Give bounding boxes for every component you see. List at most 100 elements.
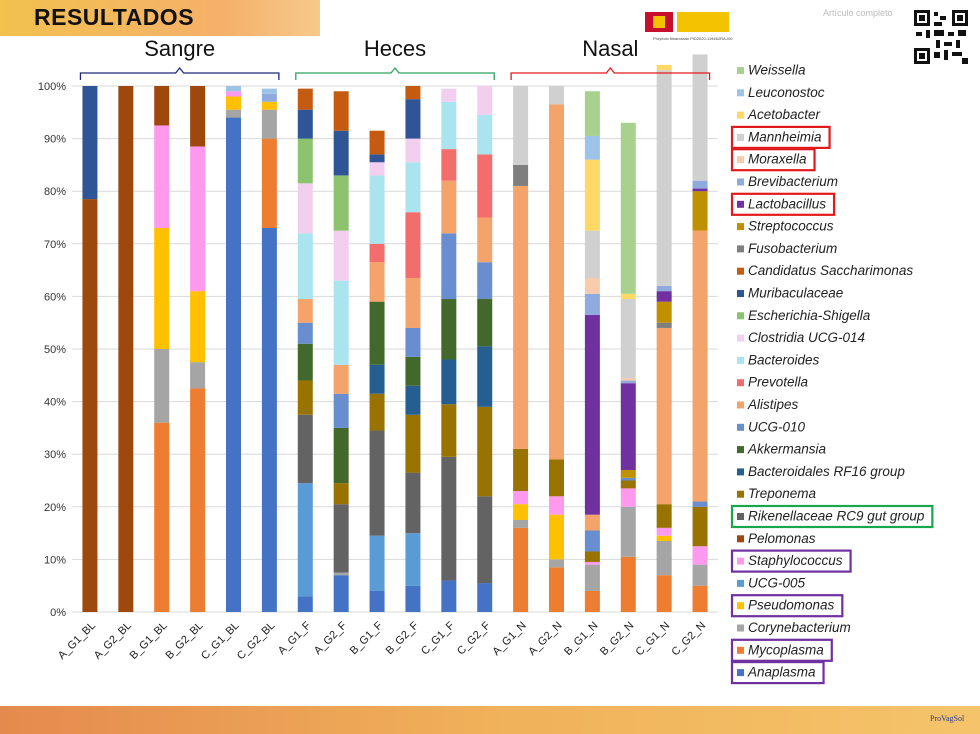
bar-segment — [297, 343, 313, 381]
bar-segment — [154, 422, 170, 612]
legend-label: Staphylococcus — [748, 553, 843, 568]
bar-segment — [369, 262, 385, 302]
legend-label: Rikenellaceae RC9 gut group — [748, 509, 925, 524]
legend-highlight-box — [730, 660, 825, 685]
legend-label: Corynebacterium — [748, 620, 851, 635]
legend-swatch — [737, 111, 744, 119]
bar-segment — [692, 506, 708, 547]
legend-swatch — [737, 267, 744, 275]
legend-swatch — [737, 89, 744, 97]
bar-segment — [584, 530, 600, 552]
bar-segment — [620, 469, 636, 478]
bar-segment — [333, 427, 349, 484]
bar-segment — [82, 86, 98, 200]
group-label: Nasal — [582, 36, 638, 61]
bar-segment — [154, 125, 170, 229]
bar-segment — [584, 293, 600, 315]
legend-swatch — [737, 290, 744, 297]
title-bar: RESULTADOS — [0, 0, 320, 36]
bar-segment — [297, 183, 313, 234]
x-tick-label: C_G1_F — [419, 619, 457, 657]
legend-swatch — [737, 446, 744, 454]
y-tick-label: 30% — [44, 449, 66, 461]
legend-highlight-box — [730, 504, 934, 529]
bar-segment — [620, 506, 636, 557]
legend-swatch — [737, 334, 744, 342]
bar-segment — [190, 388, 206, 612]
bar-segment — [584, 159, 600, 231]
y-tick-label: 60% — [44, 291, 66, 303]
legend-swatch — [737, 401, 744, 409]
bar-segment — [333, 175, 349, 231]
legend-label: Candidatus Saccharimonas — [748, 263, 913, 278]
bar-segment — [584, 562, 600, 565]
bar-segment — [477, 496, 493, 584]
spain-shield-icon — [645, 12, 673, 32]
bar-segment — [477, 583, 493, 612]
bar-segment — [297, 596, 313, 612]
bar-segment — [226, 117, 241, 612]
legend-swatch — [737, 624, 744, 632]
bar-segment — [549, 86, 564, 105]
grid-layer: 0% 10% 20% 30% 40% 50% 60% 70% 80% 90% 100% — [38, 81, 718, 619]
group-bracket — [79, 66, 280, 80]
article-link[interactable]: Artículo completo — [823, 8, 893, 18]
bar-segment — [477, 406, 493, 497]
ministry-logo: Proyecto fiinanciado PID2020-119462RA-I0… — [645, 10, 733, 41]
bar-segment — [226, 86, 241, 92]
group-bracket — [510, 66, 711, 80]
legend-label: Bacteroides — [748, 352, 820, 367]
bar-segment — [656, 575, 672, 612]
y-tick-label: 10% — [44, 554, 66, 566]
y-tick-label: 20% — [44, 502, 66, 514]
legend-label: Pelomonas — [748, 531, 816, 546]
bar-segment — [154, 349, 170, 423]
qr-code-icon[interactable] — [912, 8, 970, 66]
legend-swatch — [737, 312, 744, 320]
legend: Weissella Leuconostoc Acetobacter Mannheimi… — [730, 63, 934, 685]
bar-segment — [477, 217, 493, 263]
legend-swatch — [737, 557, 744, 565]
legend-label: UCG-010 — [748, 419, 806, 434]
legend-swatch — [737, 223, 744, 231]
bar-segment — [692, 230, 708, 502]
legend-swatch — [737, 200, 744, 208]
bar-segment — [584, 551, 600, 563]
x-tick-label: C_G2_N — [669, 620, 708, 659]
bar-segment — [369, 430, 385, 536]
legend-highlight-box — [730, 192, 836, 216]
group-label: Heces — [364, 36, 426, 61]
y-tick-label: 90% — [44, 134, 66, 146]
x-tick-label: C_G1_N — [634, 620, 673, 659]
bar-segment — [154, 228, 170, 349]
bar-segment — [333, 130, 349, 176]
legend-label: Anaplasma — [747, 665, 816, 680]
bar-segment — [297, 109, 313, 139]
legend-label: Lactobacillus — [748, 196, 826, 211]
bar-segment — [226, 96, 241, 110]
bar-segment — [441, 359, 457, 405]
bar-segment — [405, 138, 421, 163]
bar-segment — [656, 70, 672, 286]
bar-segment — [297, 380, 313, 415]
y-tick-label: 50% — [44, 344, 66, 356]
bar-segment — [297, 233, 313, 300]
legend-highlight-box — [730, 549, 852, 573]
bar-segment — [369, 243, 385, 263]
bar-segment — [118, 86, 134, 612]
bar-segment — [477, 299, 493, 347]
y-tick-label: 0% — [50, 607, 66, 619]
legend-label: Streptococcus — [748, 219, 834, 234]
bar-segment — [297, 414, 313, 484]
bar-segment — [656, 322, 672, 328]
bar-segment — [620, 488, 636, 507]
x-tick-label: A_G2_BL — [92, 620, 134, 662]
legend-label: Alistipes — [747, 397, 799, 412]
y-tick-label: 70% — [44, 239, 66, 251]
bar-segment — [369, 393, 385, 431]
bar-segment — [620, 556, 636, 612]
bar-segment — [584, 314, 600, 515]
bar-segment — [441, 233, 457, 300]
bar-segment — [513, 164, 529, 186]
bar-segment — [369, 175, 385, 244]
